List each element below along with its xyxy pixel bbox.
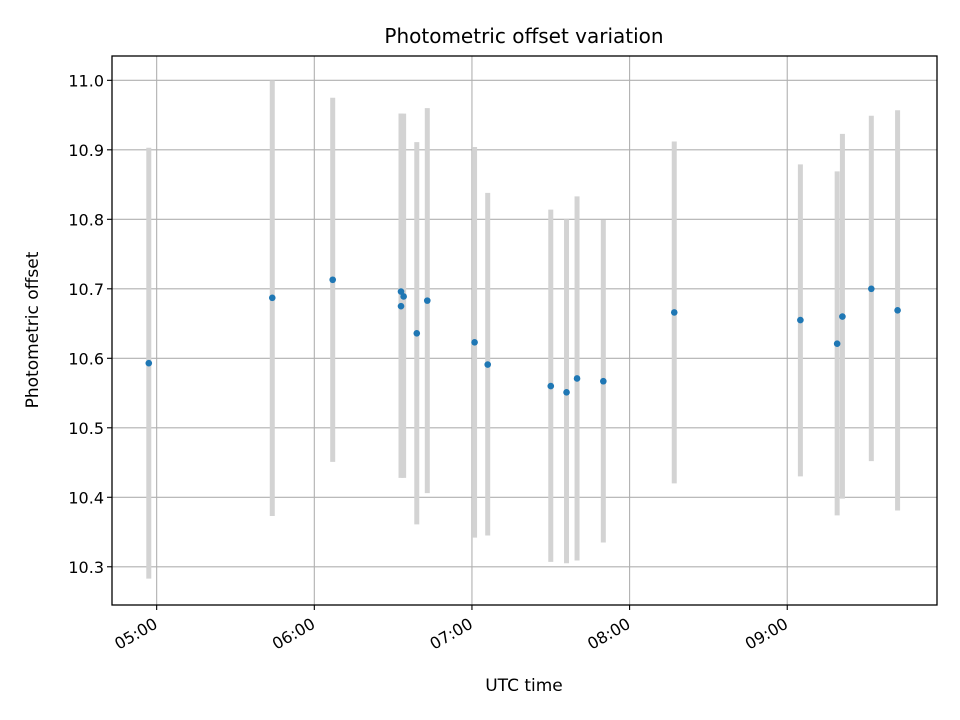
data-point xyxy=(839,313,846,320)
plot-frame xyxy=(111,55,938,606)
data-point xyxy=(868,285,875,293)
chart-title: Photometric offset variation xyxy=(384,24,663,48)
data-point xyxy=(329,276,337,284)
y-axis-label: Photometric offset xyxy=(23,251,43,408)
data-point xyxy=(423,297,431,304)
data-point xyxy=(471,339,478,346)
x-axis-label: UTC time xyxy=(485,676,563,696)
data-point xyxy=(833,340,841,348)
y-tick-label: 10.9 xyxy=(68,141,104,160)
y-tick-label: 11.0 xyxy=(68,71,104,90)
y-tick-label: 10.3 xyxy=(68,558,104,577)
data-point xyxy=(573,375,581,382)
y-tick-label: 10.4 xyxy=(68,488,104,507)
y-tick-label: 10.6 xyxy=(68,349,104,368)
data-point xyxy=(400,293,407,300)
data-point xyxy=(397,288,405,295)
data-point xyxy=(268,294,276,302)
data-point xyxy=(797,316,804,324)
data-point xyxy=(484,361,492,368)
y-tick-label: 10.8 xyxy=(68,210,104,229)
y-axis: 10.3 10.4 10.5 10.6 10.7 10.8 10.9 11.0 xyxy=(68,71,112,577)
data-point xyxy=(600,377,607,385)
data-point xyxy=(397,302,405,310)
data-point xyxy=(563,389,570,396)
data-point xyxy=(413,329,421,337)
data-point xyxy=(670,309,678,316)
data-points xyxy=(145,276,901,396)
data-point xyxy=(547,382,555,390)
data-point xyxy=(894,307,901,314)
data-point xyxy=(145,359,153,367)
y-tick-label: 10.7 xyxy=(68,280,104,299)
y-tick-label: 10.5 xyxy=(68,419,104,438)
